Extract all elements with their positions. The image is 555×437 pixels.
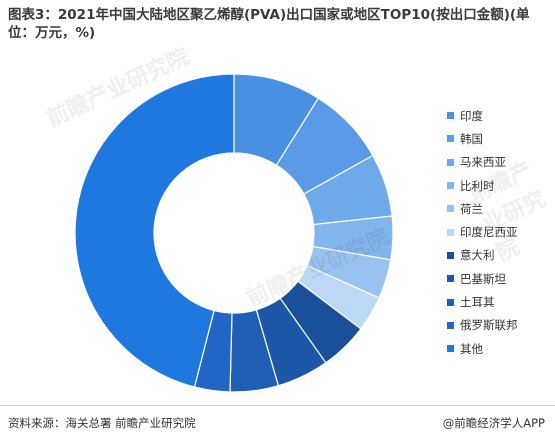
- legend-swatch: [447, 298, 454, 306]
- legend-item: 荷兰: [447, 197, 518, 220]
- legend-item: 土耳其: [447, 290, 518, 313]
- donut-chart: [74, 73, 394, 393]
- legend-label: 印度尼西亚: [460, 225, 518, 240]
- legend-item: 马来西亚: [447, 151, 518, 174]
- legend-label: 巴基斯坦: [460, 271, 506, 286]
- legend-label: 印度: [460, 108, 483, 123]
- legend-swatch: [447, 251, 454, 259]
- legend-item: 巴基斯坦: [447, 267, 518, 290]
- legend-label: 荷兰: [460, 201, 483, 216]
- legend-item: 比利时: [447, 174, 518, 197]
- slice-11: [74, 73, 235, 388]
- legend-item: 韩国: [447, 127, 518, 150]
- legend-label: 马来西亚: [460, 155, 506, 170]
- donut-slices: [74, 73, 394, 393]
- legend-swatch: [447, 158, 454, 166]
- legend-swatch: [447, 275, 454, 283]
- legend-item: 印度尼西亚: [447, 220, 518, 243]
- legend-swatch: [447, 135, 454, 143]
- legend-label: 比利时: [460, 178, 495, 193]
- legend-swatch: [447, 345, 454, 353]
- legend-swatch: [447, 205, 454, 213]
- legend-label: 土耳其: [460, 295, 495, 310]
- legend-swatch: [447, 182, 454, 190]
- source-note: 资料来源：海关总署 前瞻产业研究院: [8, 416, 196, 430]
- legend-label: 意大利: [460, 248, 495, 263]
- chart-title: 图表3：2021年中国大陆地区聚乙烯醇(PVA)出口国家或地区TOP10(按出口…: [8, 7, 530, 41]
- legend-item: 意大利: [447, 244, 518, 267]
- legend-label: 其他: [460, 341, 483, 356]
- legend-label: 俄罗斯联邦: [460, 318, 518, 333]
- legend-label: 韩国: [460, 131, 483, 146]
- legend-swatch: [447, 321, 454, 329]
- legend-swatch: [447, 112, 454, 120]
- legend-item: 印度: [447, 104, 518, 127]
- chart-legend: 印度韩国马来西亚比利时荷兰印度尼西亚意大利巴基斯坦土耳其俄罗斯联邦其他: [447, 104, 518, 360]
- legend-item: 俄罗斯联邦: [447, 314, 518, 337]
- legend-swatch: [447, 228, 454, 236]
- brand-label: @前瞻经济学人APP: [442, 416, 545, 430]
- legend-item: 其他: [447, 337, 518, 360]
- footer: 资料来源：海关总署 前瞻产业研究院 @前瞻经济学人APP: [0, 405, 555, 437]
